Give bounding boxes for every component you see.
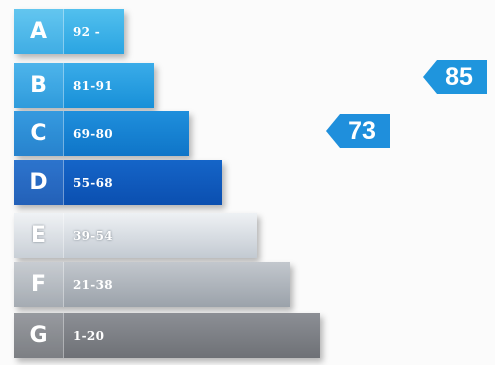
rating-band-b: B 81-91 [14,63,154,108]
potential-rating-value: 85 [445,62,473,91]
band-range: 92 - [73,24,101,39]
band-range: 1-20 [73,328,105,343]
band-letter: E [14,213,64,258]
band-letter: G [14,313,64,358]
arrow-marker-icon [423,60,487,94]
band-letter: A [14,9,64,54]
band-range: 81-91 [73,78,113,93]
band-range: 39-54 [73,228,113,243]
potential-rating-marker: 85 [423,60,487,94]
rating-band-f: F 21-38 [14,262,290,307]
rating-band-g: G 1-20 [14,313,320,358]
band-range: 69-80 [73,126,113,141]
band-range: 55-68 [73,175,113,190]
arrow-marker-icon [326,114,390,148]
rating-band-e: E 39-54 [14,213,257,258]
current-rating-marker: 73 [326,114,390,148]
rating-band-a: A 92 - [14,9,124,54]
rating-band-c: C 69-80 [14,111,189,156]
band-letter: D [14,160,64,205]
band-letter: C [14,111,64,156]
band-letter: F [14,262,64,307]
current-rating-value: 73 [348,116,376,145]
band-letter: B [14,63,64,108]
band-range: 21-38 [73,277,113,292]
rating-band-d: D 55-68 [14,160,222,205]
